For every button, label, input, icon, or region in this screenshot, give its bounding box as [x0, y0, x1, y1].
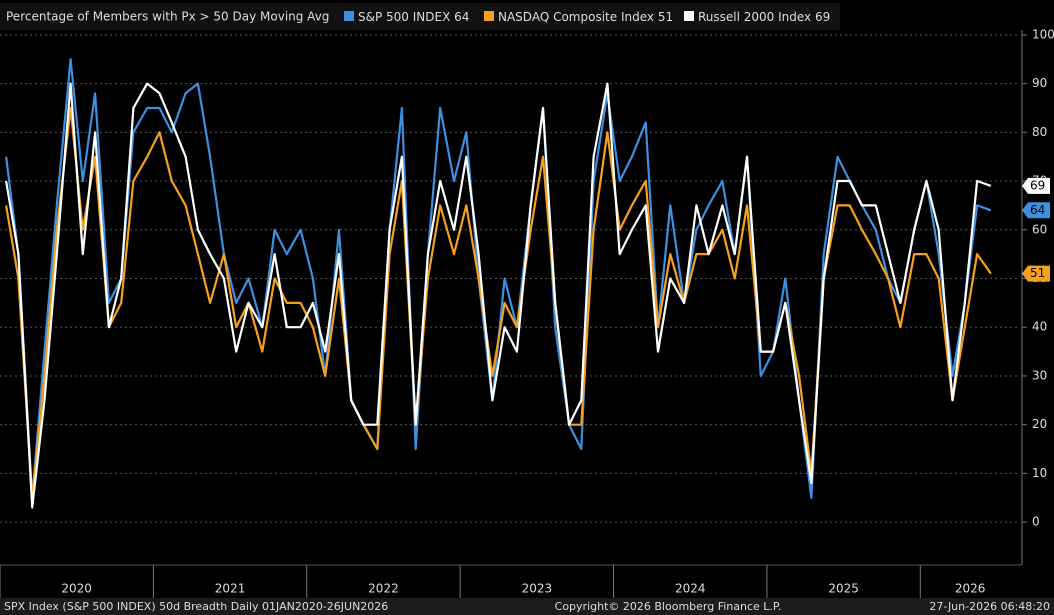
y-tick-label: 60	[1032, 222, 1047, 236]
legend-name: S&P 500 INDEX	[358, 10, 450, 24]
y-tick-label: 40	[1032, 320, 1047, 334]
legend-name: NASDAQ Composite Index	[498, 10, 654, 24]
chart-title: Percentage of Members with Px > 50 Day M…	[6, 10, 329, 24]
footer-center: Copyright© 2026 Bloomberg Finance L.P.	[555, 600, 782, 613]
footer-left: SPX Index (S&P 500 INDEX) 50d Breadth Da…	[4, 600, 388, 613]
legend-entry: NASDAQ Composite Index 51	[498, 10, 673, 24]
legend-swatch	[344, 11, 354, 21]
y-tick-label: 10	[1032, 466, 1047, 480]
x-tick-label: 2023	[522, 582, 553, 596]
last-value-tag	[1022, 177, 1050, 194]
y-tick-label: 100	[1032, 27, 1054, 41]
legend-swatch	[484, 11, 494, 21]
last-value-label: 64	[1030, 203, 1045, 217]
y-tick-label: 20	[1032, 417, 1047, 431]
legend-name: Russell 2000 Index	[698, 10, 811, 24]
legend-swatch	[684, 11, 694, 21]
legend-value: 64	[454, 10, 469, 24]
legend-value: 51	[658, 10, 673, 24]
legend-value: 69	[815, 10, 830, 24]
footer-bar	[0, 598, 1054, 615]
legend-bar	[0, 3, 840, 30]
footer-right: 27-Jun-2026 06:48:20	[929, 600, 1050, 613]
last-value-label: 51	[1030, 266, 1045, 280]
last-value-tag	[1022, 265, 1050, 282]
last-value-label: 69	[1030, 178, 1045, 192]
y-tick-label: 0	[1032, 515, 1040, 529]
y-tick-label: 90	[1032, 76, 1047, 90]
x-tick-label: 2022	[368, 582, 399, 596]
x-tick-label: 2024	[675, 582, 706, 596]
last-value-tag	[1022, 202, 1050, 219]
x-tick-label: 2025	[828, 582, 859, 596]
y-tick-label: 30	[1032, 368, 1047, 382]
series-line	[5, 82, 992, 509]
y-tick-label: 80	[1032, 125, 1047, 139]
x-tick-label: 2026	[955, 582, 986, 596]
x-tick-label: 2021	[215, 582, 246, 596]
x-tick-label: 2020	[61, 582, 92, 596]
legend-entry: Russell 2000 Index 69	[698, 10, 830, 24]
legend-entry: S&P 500 INDEX 64	[358, 10, 469, 24]
